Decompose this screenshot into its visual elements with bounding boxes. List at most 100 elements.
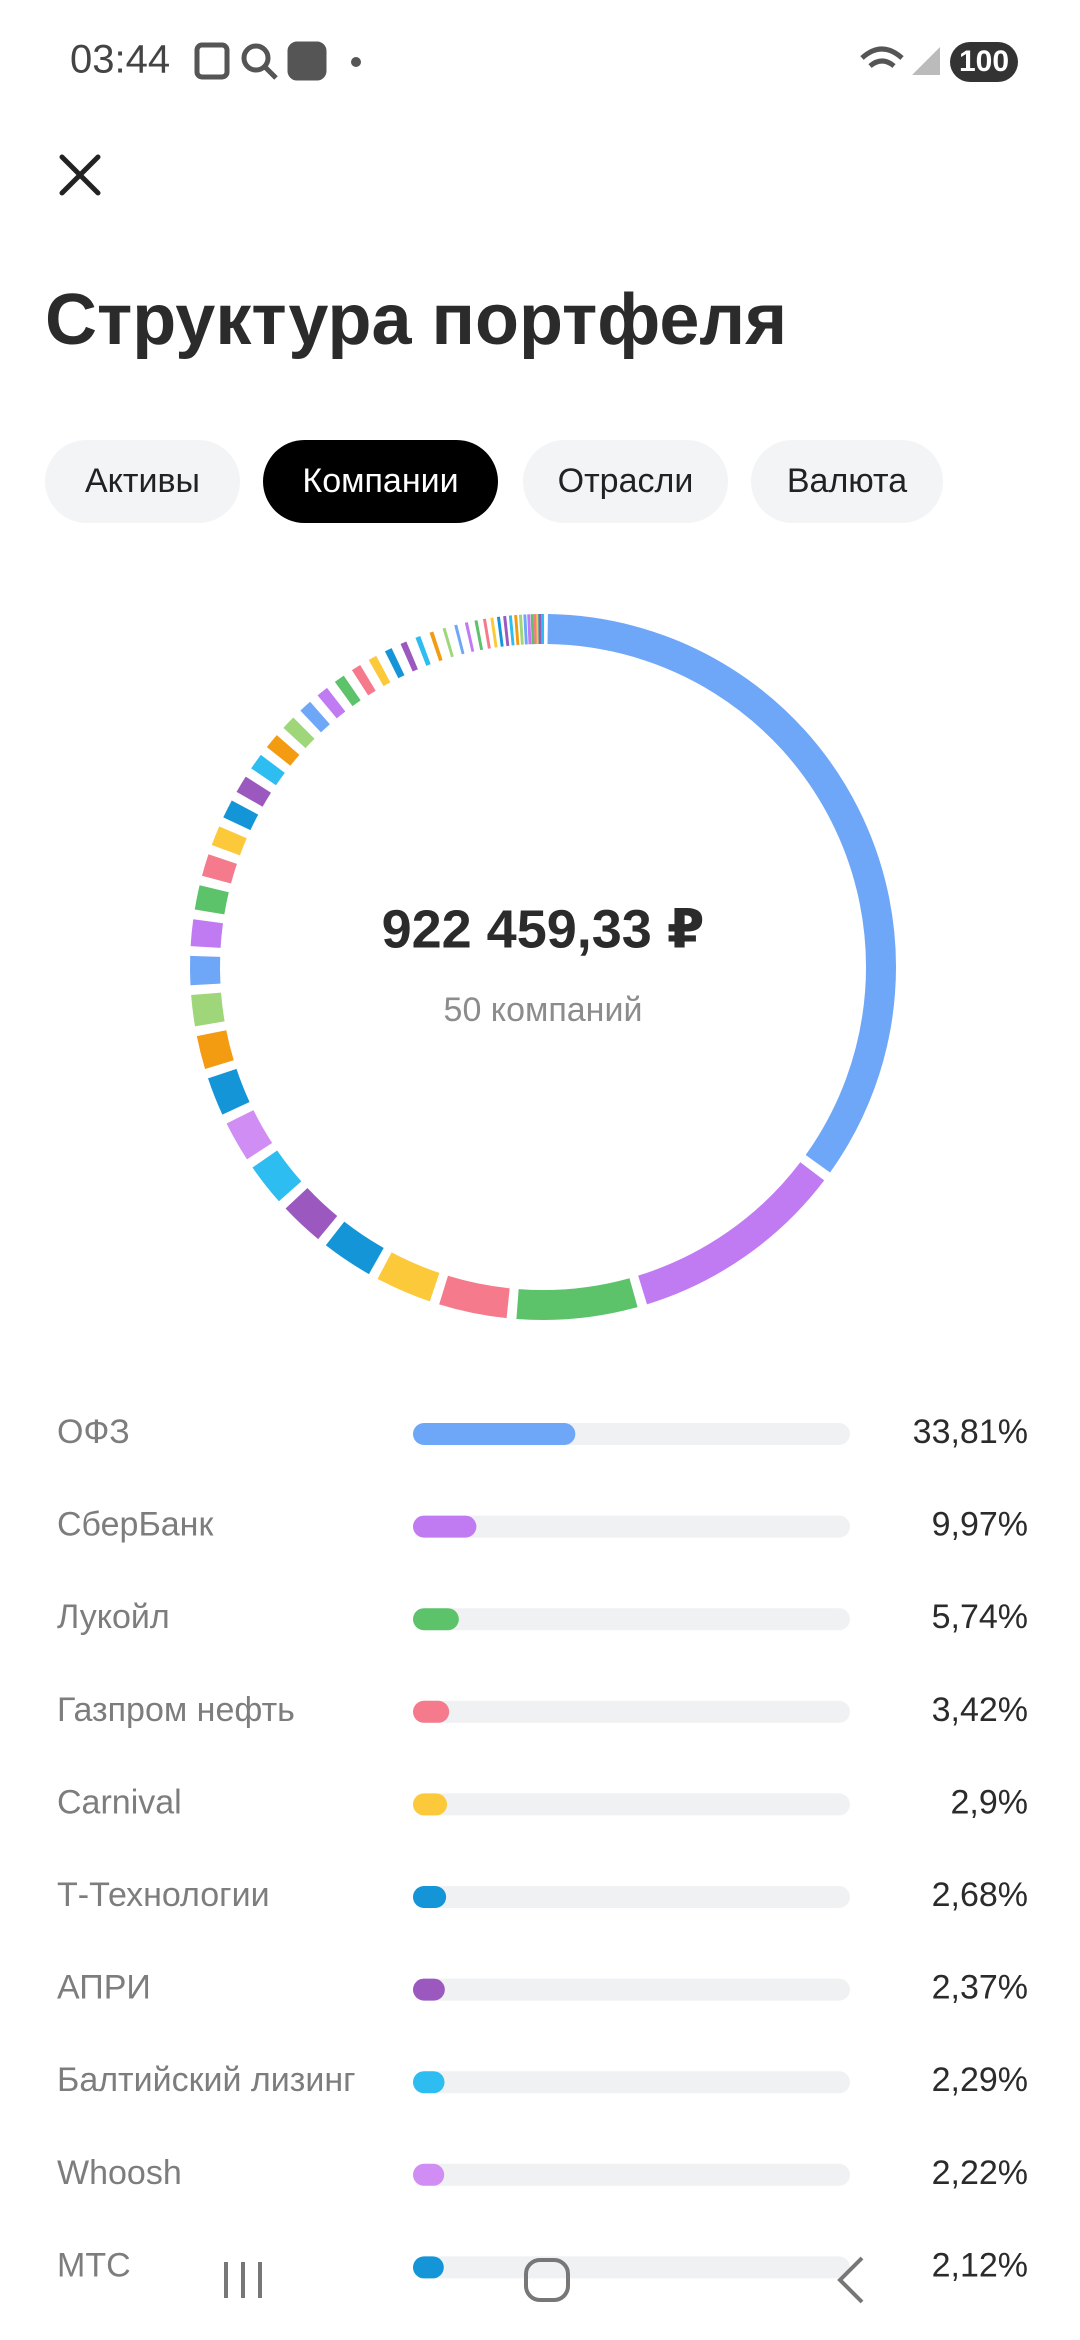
status-icons xyxy=(194,41,1018,82)
donut-segment xyxy=(266,735,300,766)
battery-level: 100 xyxy=(959,45,1009,78)
donut-segment xyxy=(194,885,229,915)
tab[interactable]: Компании xyxy=(263,440,498,523)
donut-segment xyxy=(251,754,285,786)
bar-track xyxy=(413,1793,850,1816)
company-name: МТС xyxy=(57,2246,131,2284)
share-bar xyxy=(413,2071,445,2094)
company-row[interactable]: Carnival 2,9% xyxy=(57,1783,1028,1821)
status-time: 03:44 xyxy=(70,38,170,82)
donut-segment xyxy=(196,1030,234,1069)
donut-segment xyxy=(400,641,418,672)
share-bar xyxy=(413,1608,459,1631)
company-row[interactable]: Whoosh 2,22% xyxy=(57,2154,1028,2192)
company-row[interactable]: Лукойл 5,74% xyxy=(57,1598,1028,1636)
bar-track xyxy=(413,2163,850,2186)
share-label: 2,29% xyxy=(932,2061,1028,2099)
donut-segment xyxy=(223,800,259,831)
share-label: 2,9% xyxy=(951,1783,1029,1821)
donut-segment xyxy=(547,614,896,1173)
company-row[interactable]: АПРИ 2,37% xyxy=(57,1969,1028,2007)
page-title: Структура портфеля xyxy=(45,280,787,360)
share-bar xyxy=(413,2163,445,2186)
donut-segment xyxy=(317,687,346,719)
bar-track xyxy=(413,1608,850,1631)
tab[interactable]: Валюта xyxy=(751,440,943,523)
share-bar xyxy=(413,1978,445,2001)
company-name: Балтийский лизинг xyxy=(57,2061,356,2099)
share-label: 2,22% xyxy=(932,2154,1028,2192)
donut-segment xyxy=(429,631,443,662)
donut-segment xyxy=(351,665,376,696)
donut-segment xyxy=(191,992,225,1027)
tab[interactable]: Отрасли xyxy=(523,440,728,523)
company-name: ОФЗ xyxy=(57,1413,130,1451)
share-label: 2,68% xyxy=(932,1876,1028,1914)
share-label: 5,74% xyxy=(932,1598,1028,1636)
nav-recent[interactable] xyxy=(224,2262,262,2298)
donut-segment xyxy=(384,648,405,679)
donut-segment xyxy=(474,620,484,651)
donut-segment xyxy=(442,627,454,658)
company-row[interactable]: Газпром нефть 3,42% xyxy=(57,1691,1028,1729)
tab-label: Компании xyxy=(302,462,458,500)
company-row[interactable]: Т-Технологии 2,68% xyxy=(57,1876,1028,1914)
bar-track xyxy=(413,1886,850,1908)
share-bar xyxy=(413,2256,444,2279)
nav-back[interactable] xyxy=(837,2256,864,2304)
donut-segment xyxy=(236,776,272,807)
donut-chart xyxy=(190,614,896,1320)
donut-segment xyxy=(516,1278,638,1320)
tab-label: Активы xyxy=(85,462,200,500)
bar-track xyxy=(413,1978,850,2001)
donut-segment xyxy=(202,854,237,884)
bar-track xyxy=(413,1515,850,1538)
nav-home[interactable] xyxy=(524,2258,570,2302)
company-row[interactable]: ОФЗ 33,81% xyxy=(57,1413,1028,1451)
company-name: Газпром нефть xyxy=(57,1691,295,1729)
donut-segment xyxy=(208,1068,250,1115)
nav-bar xyxy=(224,2256,864,2304)
donut-segment xyxy=(638,1162,825,1305)
company-name: АПРИ xyxy=(57,1969,151,2007)
companies-count: 50 компаний xyxy=(444,991,643,1029)
donut-segment xyxy=(285,1187,338,1240)
company-name: Лукойл xyxy=(57,1598,170,1636)
tab-label: Отрасли xyxy=(558,462,694,500)
tab[interactable]: Активы xyxy=(45,440,240,523)
tab-bar: Активы Компании Отрасли Валюта xyxy=(45,440,943,523)
share-bar xyxy=(413,1886,447,1908)
tab-background xyxy=(523,440,728,523)
donut-segment xyxy=(252,1150,302,1202)
company-list: ОФЗ 33,81% СберБанк 9,97% Лукойл 5,74% Газпром… xyxy=(57,1413,1028,2284)
company-name: СберБанк xyxy=(57,1506,214,1544)
bar-track xyxy=(413,2256,850,2279)
donut-segment xyxy=(325,1221,384,1275)
donut-segment xyxy=(300,701,330,733)
share-label: 9,97% xyxy=(932,1506,1028,1544)
company-name: Т-Технологии xyxy=(57,1876,270,1914)
donut-segment xyxy=(439,1275,510,1319)
close-button[interactable] xyxy=(59,154,101,196)
company-row[interactable]: МТС 2,12% xyxy=(57,2246,1028,2284)
donut-segment xyxy=(454,624,465,655)
donut-segment xyxy=(211,826,247,856)
company-row[interactable]: Балтийский лизинг 2,29% xyxy=(57,2061,1028,2099)
share-label: 3,42% xyxy=(932,1691,1028,1729)
bar-track xyxy=(413,2071,850,2094)
donut-segment xyxy=(377,1252,440,1302)
tab-background xyxy=(263,440,498,523)
company-name: Whoosh xyxy=(57,2154,182,2192)
total-value: 922 459,33 ₽ xyxy=(382,899,705,959)
share-label: 33,81% xyxy=(913,1413,1028,1451)
donut-segment xyxy=(368,655,391,687)
tab-background xyxy=(45,440,240,523)
share-label: 2,37% xyxy=(932,1969,1028,2007)
share-bar xyxy=(413,1793,448,1816)
donut-segment xyxy=(334,675,361,707)
donut-segment xyxy=(464,622,475,653)
company-row[interactable]: СберБанк 9,97% xyxy=(57,1506,1028,1544)
share-bar xyxy=(413,1423,576,1445)
